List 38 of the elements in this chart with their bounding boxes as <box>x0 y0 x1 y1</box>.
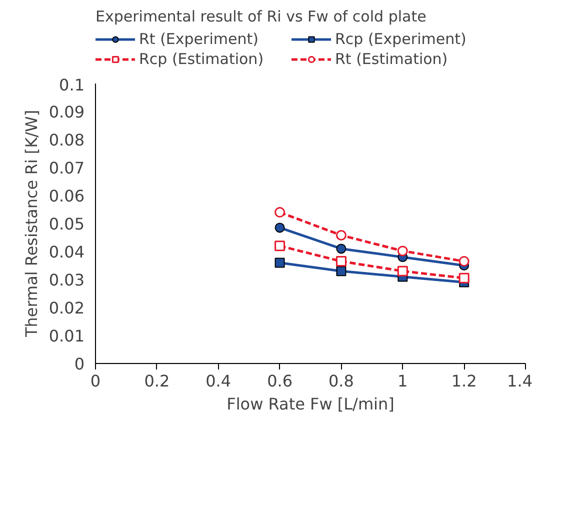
point <box>336 230 346 240</box>
y-tick-label: 0.06 <box>48 186 84 206</box>
point <box>336 266 346 276</box>
legend-label: Rt (Experiment) <box>139 30 260 48</box>
x-tick-label: 1.4 <box>507 372 533 390</box>
y-tick-label: 0.02 <box>48 298 84 318</box>
y-tick-label: 0.07 <box>48 158 84 178</box>
point <box>397 246 408 256</box>
y-tick-label: 0 <box>74 354 85 374</box>
x-tick-label: 0.4 <box>206 372 232 390</box>
x-tick-label: 0 <box>90 372 101 390</box>
x-axis-title: Flow Rate Fw [L/min] <box>226 394 394 414</box>
y-tick-label: 0.03 <box>48 270 84 290</box>
legend-label: Rt (Estimation) <box>335 50 449 68</box>
point <box>458 256 470 267</box>
point <box>274 258 285 268</box>
x-tick-label: 0.2 <box>144 372 170 390</box>
legend-label: Rcp (Estimation) <box>139 50 265 68</box>
point <box>274 240 286 252</box>
y-tick-label: 0.1 <box>59 76 85 94</box>
x-tick-label: 0.8 <box>328 372 354 390</box>
y-tick-label: 0.08 <box>48 130 84 150</box>
point <box>458 272 470 284</box>
point <box>336 256 346 267</box>
x-tick-label: 1 <box>398 372 408 390</box>
chart-title: Experimental result of Ri vs Fw of cold plate <box>96 8 426 26</box>
point <box>336 244 346 254</box>
y-axis-title: Thermal Resistance Ri [K/W] <box>22 110 41 338</box>
point <box>397 266 408 276</box>
y-tick-label: 0.01 <box>48 326 84 346</box>
y-tick-label: 0.09 <box>48 102 84 122</box>
legend-label: Rcp (Experiment) <box>335 30 468 48</box>
point <box>274 222 285 233</box>
y-tick-label: 0.04 <box>48 242 84 262</box>
y-tick-label: 0.05 <box>48 214 84 234</box>
x-tick-label: 1.2 <box>451 372 477 390</box>
x-tick-label: 0.6 <box>267 372 293 390</box>
point <box>274 207 286 218</box>
